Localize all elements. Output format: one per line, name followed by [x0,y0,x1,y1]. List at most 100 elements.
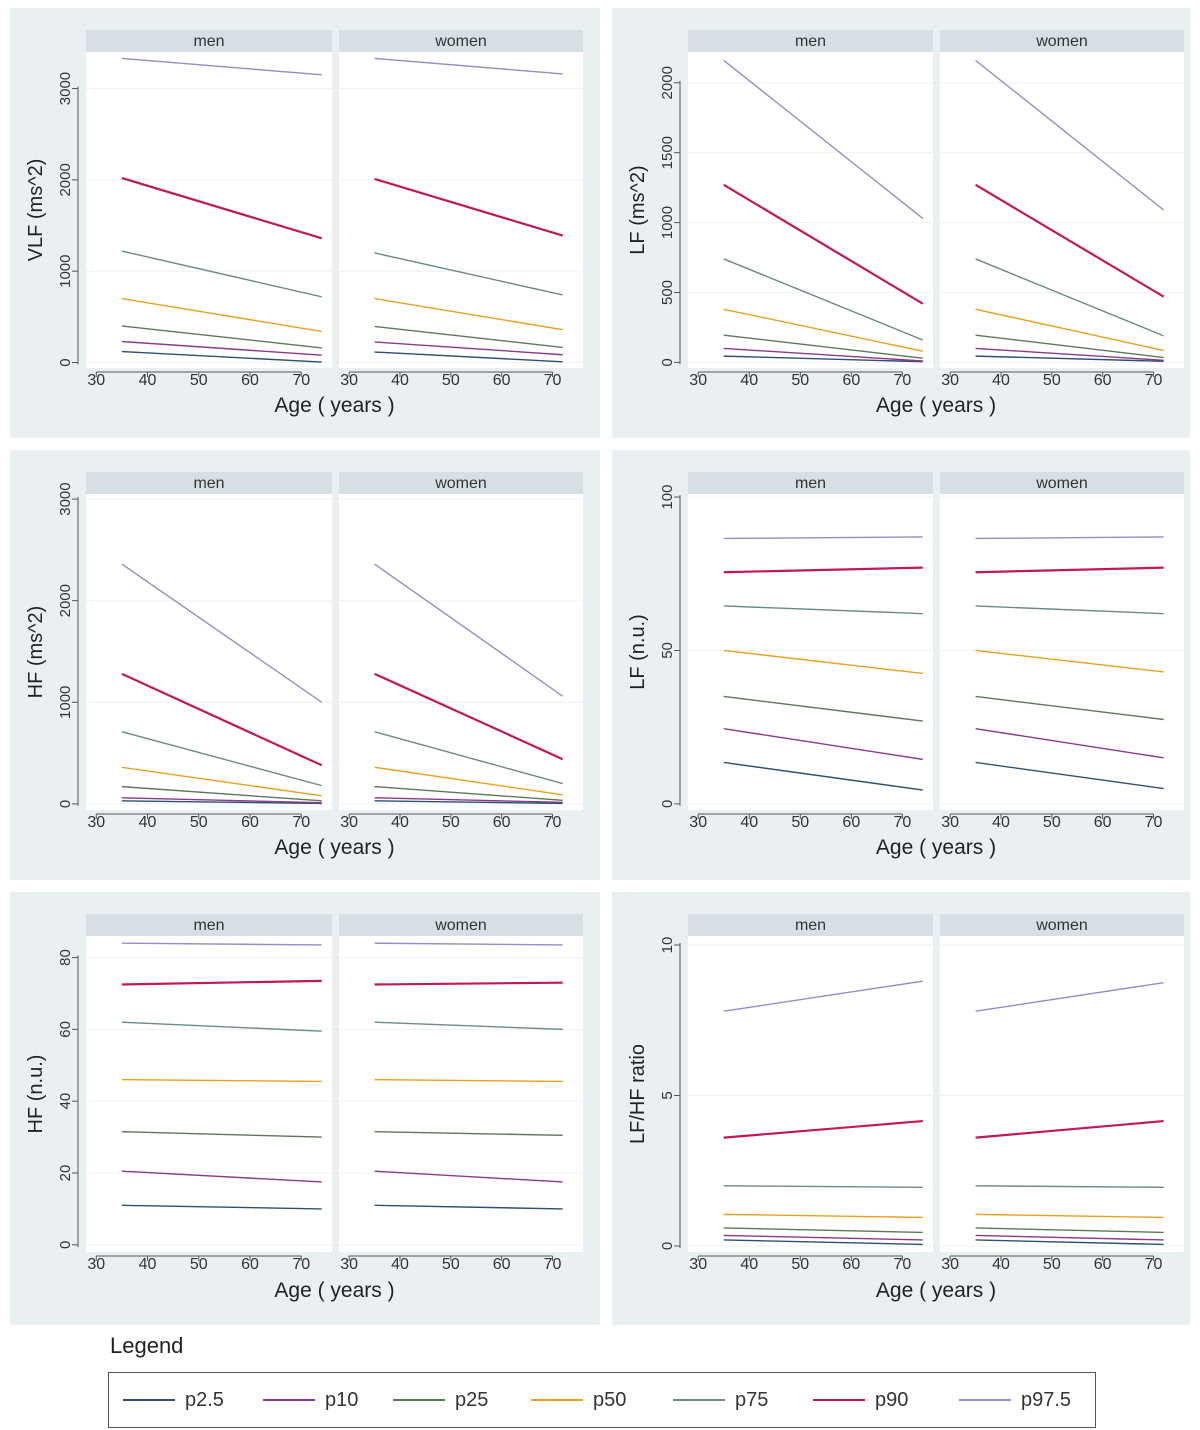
panel-strip [86,914,332,936]
x-tick-label: 60 [493,372,511,389]
legend-label-p2-5: p2.5 [185,1388,224,1411]
series-line-p90 [374,672,564,761]
series-line-p10 [374,1170,563,1183]
series-line-p50 [723,308,923,352]
legend-swatch-p90 [813,1399,865,1401]
x-tick-label: 60 [1094,372,1112,389]
plot-area [86,52,332,368]
y-axis-label: HF (n.u.) [25,1055,47,1134]
series-line-p2-5 [121,350,322,363]
y-axis-label: LF/HF ratio [627,1044,649,1144]
legend-swatch-p10 [263,1399,315,1401]
legend-swatch-p2-5 [123,1399,175,1401]
x-tick-label: 60 [241,814,259,831]
series-line-p75 [374,731,563,785]
x-tick-label: 50 [442,1256,460,1273]
x-tick-label: 70 [893,1256,911,1273]
legend-swatch-p97-5 [959,1399,1011,1401]
y-tick-label: 100 [659,485,676,510]
panel-title: men [193,475,224,492]
y-axis-label: VLF (ms^2) [25,159,47,262]
series-line-p75 [374,252,563,296]
plot-area [339,936,583,1252]
x-tick-label: 60 [842,1256,860,1273]
plot-area [940,936,1184,1252]
x-tick-label: 40 [740,1256,758,1273]
series-line-p50 [121,766,322,797]
panel-women: women 30 40 50 60 70 [940,30,1184,389]
y-axis-label: LF (ms^2) [627,165,649,254]
panel-men: men 30 40 50 60 70 [86,30,332,389]
x-tick-label: 30 [941,1256,959,1273]
legend-swatch-p50 [531,1399,583,1401]
panel-strip [688,472,933,494]
y-tick-label: 0 [659,800,676,808]
y-tick-label: 20 [57,1165,74,1182]
panel-women: women 30 40 50 60 70 [940,472,1184,831]
y-tick-label: 1500 [659,136,676,169]
series-line-p10 [723,1234,923,1241]
series-line-p2-5 [121,800,322,805]
x-tick-label: 30 [87,1256,105,1273]
x-tick-label: 60 [842,814,860,831]
series-line-p25 [374,325,563,349]
x-tick-label: 50 [791,1256,809,1273]
series-line-p75 [723,605,923,615]
y-tick-label: 60 [57,1021,74,1038]
x-tick-label: 40 [992,372,1010,389]
x-tick-label: 40 [992,1256,1010,1273]
series-line-p25 [975,334,1164,359]
panel-title: men [795,917,826,934]
x-tick-label: 50 [791,814,809,831]
plot-area [940,494,1184,810]
panel-strip [339,30,583,52]
x-tick-label: 50 [791,372,809,389]
series-line-p50 [975,308,1164,352]
x-axis-label: Age ( years ) [876,394,996,417]
x-tick-label: 70 [292,372,310,389]
chart-4: LF (n.u.) 0 50 100 men 30 40 50 60 70 women 30 40 50 6… [612,450,1190,880]
series-line-p90 [121,176,323,240]
series-line-p50 [121,297,322,333]
x-tick-label: 50 [1043,372,1061,389]
series-line-p97-5 [121,563,323,703]
series-line-p75 [121,250,322,298]
series-line-p90 [975,566,1164,574]
x-tick-label: 70 [292,814,310,831]
series-line-p10 [121,1170,322,1183]
x-tick-label: 60 [842,372,860,389]
panel-men: men 30 40 50 60 70 [688,914,933,1273]
x-tick-label: 70 [544,814,562,831]
series-line-p10 [975,347,1164,362]
plot-area [688,936,933,1252]
panel-title: women [1035,917,1088,934]
series-line-p50 [374,1078,563,1083]
series-line-p75 [121,1021,322,1032]
x-tick-label: 50 [442,814,460,831]
series-line-p2-5 [374,800,563,805]
series-line-p25 [121,785,322,802]
panel-title: women [434,33,487,50]
panel-men: men 30 40 50 60 70 [86,914,332,1273]
x-tick-label: 30 [689,372,707,389]
series-line-p2-5 [723,355,923,363]
x-tick-label: 30 [941,372,959,389]
chart-5: HF (n.u.) 0 20 40 60 80 men 30 40 50 60 70 women 30 40… [10,892,600,1325]
series-line-p25 [975,1227,1164,1234]
series-line-p10 [723,728,923,761]
legend: p2.5 p10 p25 p50 p75 p90 p97.5 [108,1372,1096,1428]
panel-strip [86,30,332,52]
y-tick-label: 0 [659,1242,676,1250]
panel-title: men [795,475,826,492]
y-tick-label: 50 [659,642,676,659]
series-line-p25 [121,325,322,349]
x-tick-label: 40 [139,814,157,831]
panel-women: women 30 40 50 60 70 [339,472,583,831]
panel-strip [339,914,583,936]
series-line-p2-5 [975,355,1164,362]
x-tick-label: 50 [190,372,208,389]
x-tick-label: 30 [941,814,959,831]
y-tick-label: 500 [659,280,676,305]
